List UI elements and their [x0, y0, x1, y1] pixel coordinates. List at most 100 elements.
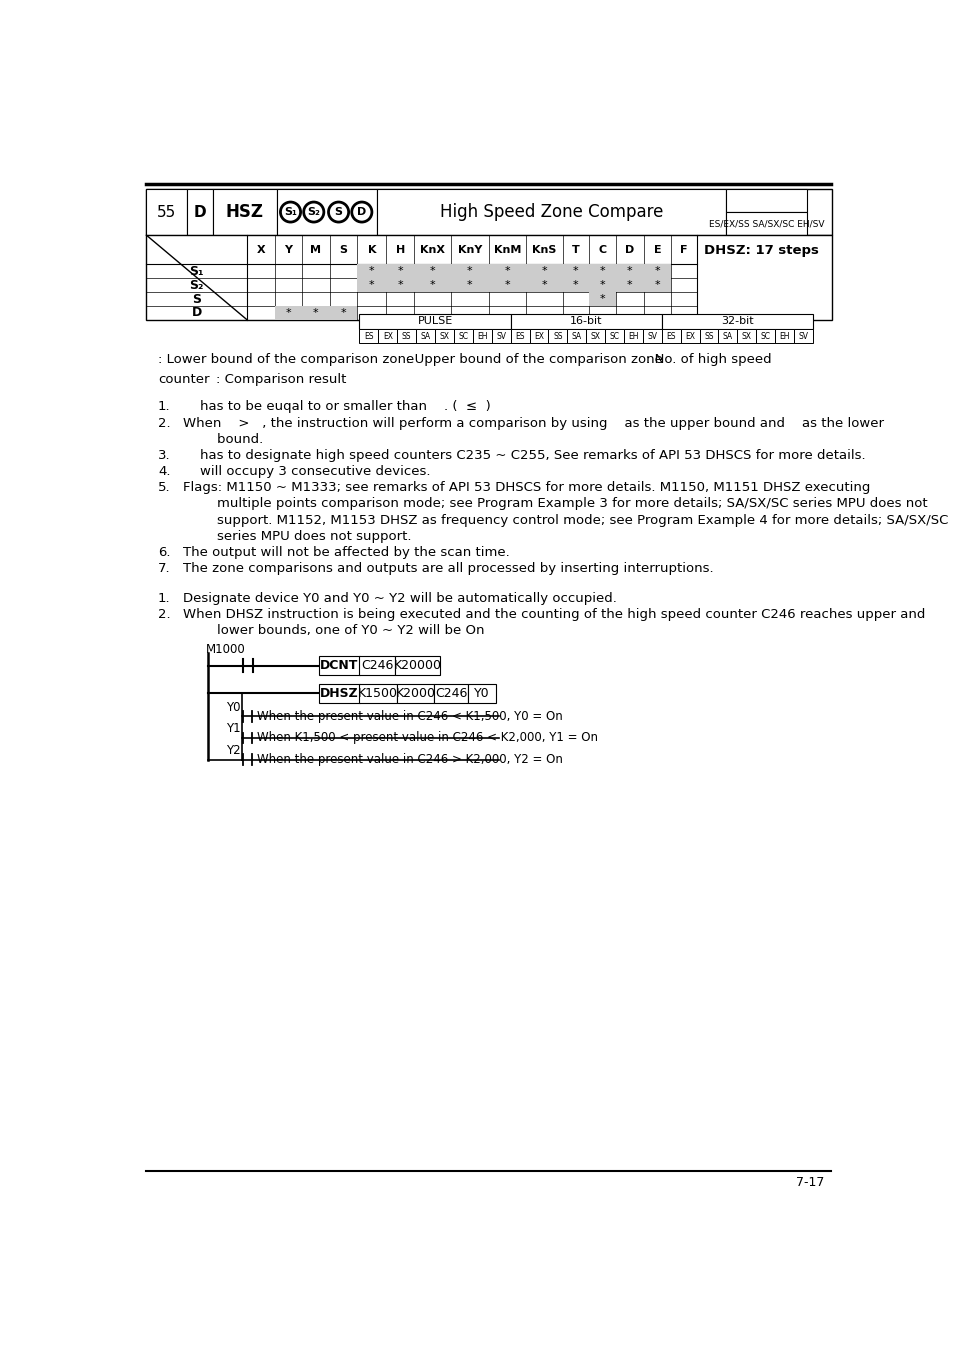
- Bar: [378, 329, 396, 343]
- Text: C246: C246: [361, 659, 393, 672]
- Bar: [643, 265, 670, 278]
- Text: *: *: [313, 308, 318, 317]
- Text: *: *: [504, 281, 510, 290]
- Bar: [146, 235, 831, 320]
- Bar: [386, 278, 414, 292]
- Text: has to designate high speed counters C235 ~ C255, See remarks of API 53 DHSCS fo: has to designate high speed counters C23…: [183, 448, 864, 462]
- Bar: [395, 656, 439, 675]
- Text: 32-bit: 32-bit: [720, 316, 753, 327]
- Text: SV: SV: [496, 332, 506, 340]
- Bar: [604, 329, 623, 343]
- Bar: [386, 265, 414, 278]
- Bar: [414, 278, 451, 292]
- Bar: [276, 189, 377, 235]
- Text: ES: ES: [666, 332, 676, 340]
- Text: SX: SX: [741, 332, 751, 340]
- Text: SS: SS: [703, 332, 713, 340]
- Bar: [146, 189, 187, 235]
- Text: 1.: 1.: [158, 593, 171, 605]
- Bar: [774, 329, 793, 343]
- Bar: [623, 329, 642, 343]
- Text: Y0: Y0: [226, 701, 240, 714]
- Bar: [488, 265, 525, 278]
- Text: Designate device Y0 and Y0 ~ Y2 will be automatically occupied.: Designate device Y0 and Y0 ~ Y2 will be …: [183, 593, 616, 605]
- Bar: [567, 329, 585, 343]
- Text: SV: SV: [798, 332, 807, 340]
- Text: 7-17: 7-17: [796, 1176, 823, 1189]
- Text: *: *: [369, 266, 375, 277]
- Text: D: D: [356, 207, 366, 217]
- Text: SV: SV: [647, 332, 657, 340]
- Text: C: C: [598, 244, 606, 255]
- Text: M: M: [310, 244, 321, 255]
- Bar: [588, 278, 616, 292]
- Text: E: E: [653, 244, 660, 255]
- Bar: [562, 278, 588, 292]
- Bar: [274, 306, 302, 320]
- Bar: [616, 278, 643, 292]
- Bar: [416, 329, 435, 343]
- Bar: [510, 313, 661, 329]
- Text: *: *: [340, 308, 346, 317]
- Text: *: *: [541, 281, 547, 290]
- Text: EX: EX: [534, 332, 543, 340]
- Text: will occupy 3 consecutive devices.: will occupy 3 consecutive devices.: [183, 464, 430, 478]
- Text: 7.: 7.: [158, 562, 171, 575]
- Text: *: *: [467, 281, 473, 290]
- Text: Y0: Y0: [474, 687, 489, 699]
- Text: KnM: KnM: [493, 244, 520, 255]
- Text: S: S: [193, 293, 201, 305]
- Bar: [679, 329, 699, 343]
- Text: The zone comparisons and outputs are all processed by inserting interruptions.: The zone comparisons and outputs are all…: [183, 562, 713, 575]
- Bar: [725, 189, 806, 212]
- Bar: [473, 329, 491, 343]
- Bar: [396, 329, 416, 343]
- Text: Y2: Y2: [226, 744, 240, 757]
- Text: 16-bit: 16-bit: [569, 316, 601, 327]
- Text: *: *: [573, 281, 578, 290]
- Bar: [488, 278, 525, 292]
- Text: *: *: [599, 281, 604, 290]
- Text: KnY: KnY: [457, 244, 481, 255]
- Text: S₁: S₁: [284, 207, 296, 217]
- Text: S₂: S₂: [307, 207, 320, 217]
- Text: series MPU does not support.: series MPU does not support.: [183, 529, 411, 543]
- Text: DCNT: DCNT: [320, 659, 358, 672]
- Bar: [468, 684, 496, 702]
- Text: K2000: K2000: [395, 687, 435, 699]
- Text: 3.: 3.: [158, 448, 171, 462]
- Text: SC: SC: [760, 332, 770, 340]
- Text: HSZ: HSZ: [226, 202, 264, 221]
- Bar: [661, 329, 679, 343]
- Text: 5.: 5.: [158, 481, 171, 494]
- Bar: [562, 265, 588, 278]
- Text: EH: EH: [476, 332, 487, 340]
- Bar: [643, 278, 670, 292]
- Text: D: D: [193, 205, 206, 220]
- Text: S: S: [335, 207, 342, 217]
- Bar: [661, 313, 812, 329]
- Text: ES: ES: [364, 332, 374, 340]
- Text: lower bounds, one of Y0 ~ Y2 will be On: lower bounds, one of Y0 ~ Y2 will be On: [183, 625, 484, 637]
- Text: 4.: 4.: [158, 464, 171, 478]
- Bar: [377, 189, 725, 235]
- Text: *: *: [573, 266, 578, 277]
- Bar: [585, 329, 604, 343]
- Bar: [616, 265, 643, 278]
- Text: 2.: 2.: [158, 417, 171, 429]
- Bar: [396, 684, 434, 702]
- Text: M1000: M1000: [206, 643, 246, 656]
- Bar: [213, 189, 276, 235]
- Bar: [356, 278, 386, 292]
- Text: 6.: 6.: [158, 545, 171, 559]
- Text: When the present value in C246 < K1,500, Y0 = On: When the present value in C246 < K1,500,…: [257, 710, 562, 722]
- Text: 55: 55: [156, 205, 176, 220]
- Text: KnX: KnX: [419, 244, 445, 255]
- Text: DHSZ: DHSZ: [319, 687, 358, 699]
- Text: SX: SX: [439, 332, 449, 340]
- Bar: [548, 329, 567, 343]
- Bar: [451, 265, 488, 278]
- Text: SC: SC: [458, 332, 468, 340]
- Text: *: *: [430, 266, 435, 277]
- Text: S₁: S₁: [190, 265, 204, 278]
